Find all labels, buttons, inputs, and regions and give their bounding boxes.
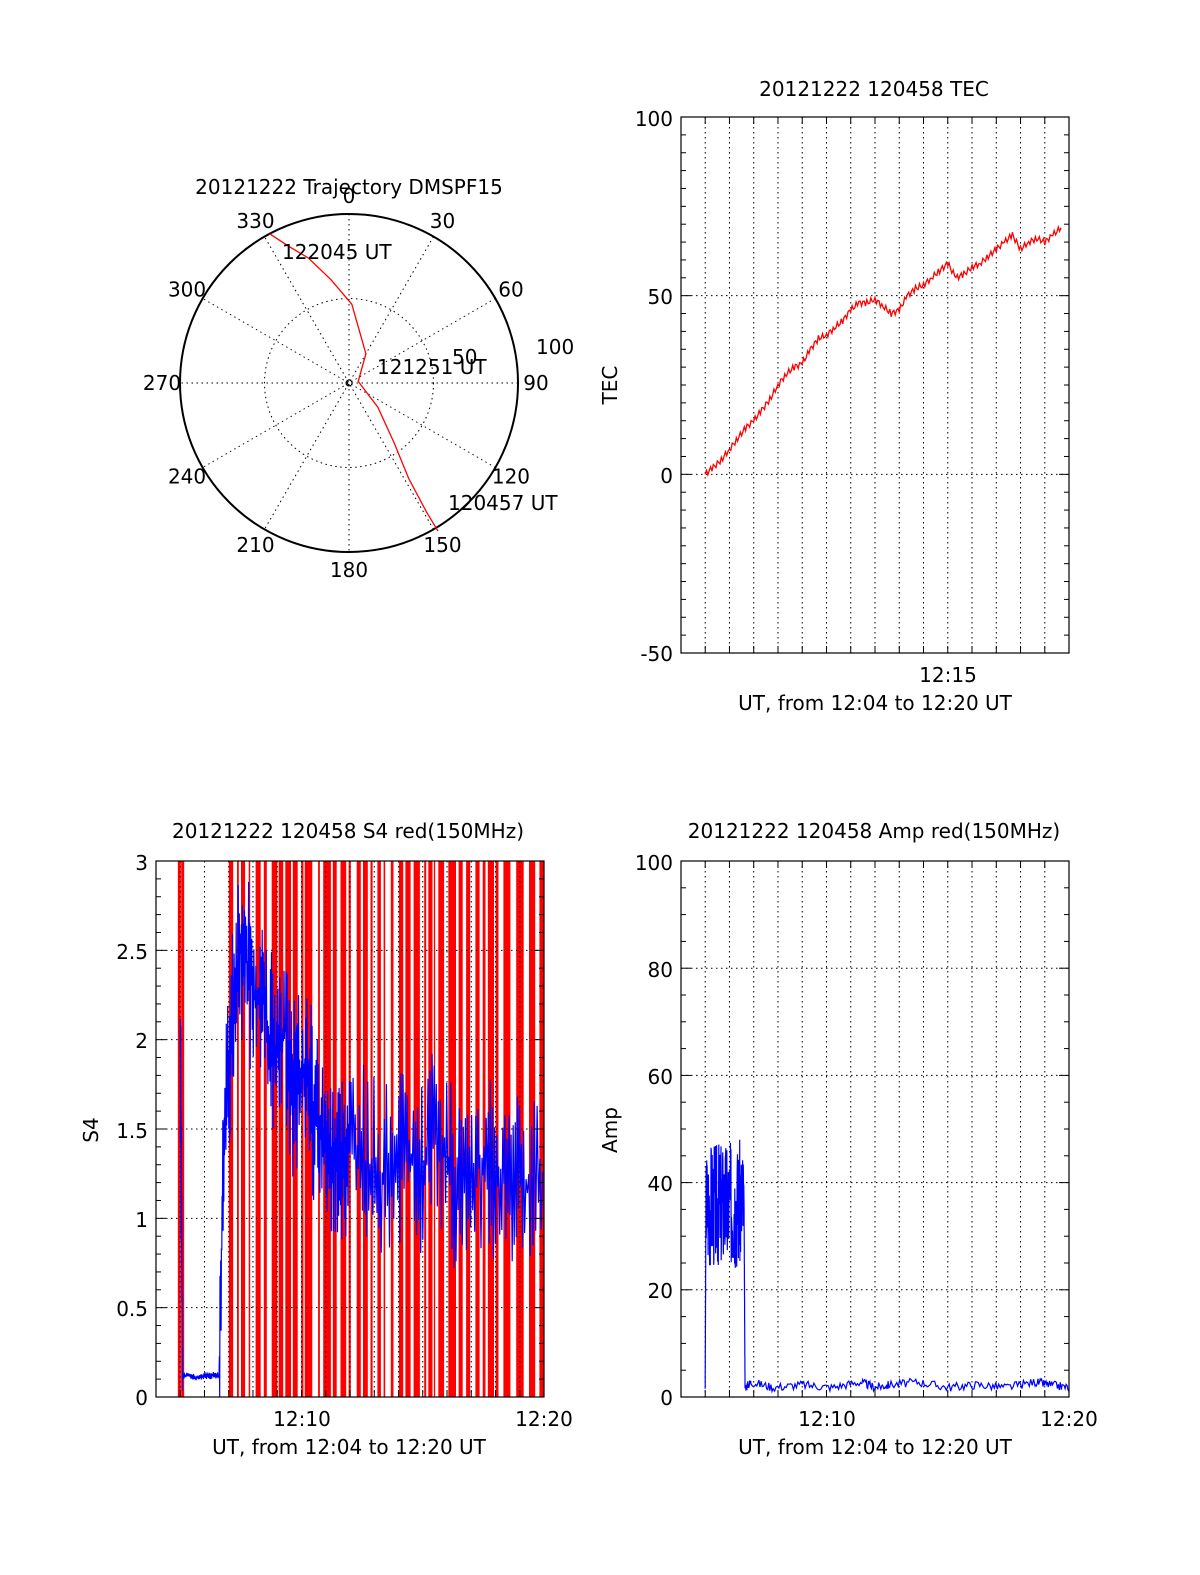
s4-ylabel: S4 bbox=[79, 1117, 103, 1142]
trajectory-label-start: 120457 UT bbox=[448, 491, 558, 515]
s4-ytick-1.5: 1.5 bbox=[116, 1119, 148, 1143]
tec-title: 20121222 120458 TEC bbox=[759, 77, 989, 101]
red-bar bbox=[278, 861, 284, 1397]
amp-ylabel: Amp bbox=[598, 1107, 622, 1153]
amp-ytick-80: 80 bbox=[648, 958, 673, 982]
amp-ytick-100: 100 bbox=[635, 851, 673, 875]
polar-azimuth-label: 0 bbox=[343, 184, 356, 208]
polar-azimuth-label: 300 bbox=[168, 278, 206, 302]
amp-ytick-0: 0 bbox=[660, 1386, 673, 1410]
polar-azimuth-label: 30 bbox=[430, 209, 455, 233]
red-bar bbox=[424, 861, 427, 1397]
s4-title: 20121222 120458 S4 red(150MHz) bbox=[172, 819, 524, 843]
red-bar bbox=[177, 861, 181, 1397]
polar-azimuth-label: 60 bbox=[498, 278, 523, 302]
trajectory-label-end: 122045 UT bbox=[282, 240, 392, 264]
amp-ytick-20: 20 bbox=[648, 1279, 673, 1303]
polar-azimuth-label: 150 bbox=[423, 533, 461, 557]
s4-xtick-1210: 12:10 bbox=[273, 1407, 331, 1431]
tec-ytick-0: 0 bbox=[660, 464, 673, 488]
polar-outer-label: 100 bbox=[536, 335, 574, 359]
red-bar bbox=[363, 861, 368, 1397]
tec-ytick-100: 100 bbox=[635, 107, 673, 131]
red-bar bbox=[285, 861, 291, 1397]
polar-spokes bbox=[180, 214, 518, 552]
polar-azimuth-labels: 0 30 60 90 120 150 180 210 240 270 300 330 bbox=[143, 184, 549, 582]
tec-ylabel: TEC bbox=[598, 366, 622, 406]
polar-spoke bbox=[264, 236, 434, 530]
red-bar bbox=[377, 861, 381, 1397]
s4-ytick-2: 2 bbox=[135, 1029, 148, 1053]
polar-title: 20121222 Trajectory DMSPF15 bbox=[195, 175, 503, 199]
tec-xlabel: UT, from 12:04 to 12:20 UT bbox=[738, 691, 1013, 715]
red-bar bbox=[241, 861, 246, 1397]
polar-azimuth-label: 270 bbox=[143, 371, 181, 395]
trajectory-line bbox=[269, 233, 439, 532]
polar-azimuth-label: 330 bbox=[236, 209, 274, 233]
red-bar bbox=[255, 861, 261, 1397]
polar-azimuth-label: 240 bbox=[168, 465, 206, 489]
red-bar bbox=[248, 861, 251, 1397]
red-bar bbox=[271, 861, 278, 1397]
polar-azimuth-label: 180 bbox=[330, 558, 368, 582]
red-bar bbox=[304, 861, 313, 1397]
red-bar bbox=[181, 861, 185, 1397]
tec-ytick-50: 50 bbox=[648, 285, 673, 309]
red-bar bbox=[263, 861, 267, 1397]
polar-radial-label: 50 bbox=[452, 345, 477, 369]
s4-xlabel: UT, from 12:04 to 12:20 UT bbox=[212, 1435, 487, 1459]
amp-title: 20121222 120458 Amp red(150MHz) bbox=[688, 819, 1060, 843]
tec-xtick-1215: 12:15 bbox=[919, 663, 977, 687]
s4-chart: 20121222 120458 S4 red(150MHz) 3 2.5 2 1… bbox=[79, 819, 573, 1459]
polar-azimuth-label: 210 bbox=[236, 533, 274, 557]
amp-ytick-60: 60 bbox=[648, 1065, 673, 1089]
amp-blue-series bbox=[704, 1139, 1070, 1394]
polar-trajectory-chart: 20121222 Trajectory DMSPF15 0 30 60 90 120 15… bbox=[143, 175, 574, 582]
polar-spoke bbox=[202, 298, 496, 468]
s4-ytick-1: 1 bbox=[135, 1208, 148, 1232]
amp-xlabel: UT, from 12:04 to 12:20 UT bbox=[738, 1435, 1013, 1459]
polar-center bbox=[345, 379, 353, 387]
amp-xtick-1220: 12:20 bbox=[1040, 1407, 1098, 1431]
polar-spoke bbox=[202, 298, 496, 468]
tec-ticks bbox=[681, 116, 1069, 654]
s4-ticks bbox=[156, 860, 544, 1398]
s4-xtick-1220: 12:20 bbox=[515, 1407, 573, 1431]
amp-chart: 20121222 120458 Amp red(150MHz) 100 80 6… bbox=[598, 819, 1098, 1459]
amp-xtick-1210: 12:10 bbox=[798, 1407, 856, 1431]
tec-grid bbox=[681, 117, 1069, 653]
trajectory-label-mid: 121251 UT bbox=[377, 355, 487, 379]
polar-inner-circle bbox=[264, 298, 434, 468]
polar-azimuth-label: 90 bbox=[523, 371, 548, 395]
tec-ytick-minus50: -50 bbox=[640, 642, 673, 666]
tec-series-line bbox=[704, 224, 1062, 477]
s4-ytick-2.5: 2.5 bbox=[116, 940, 148, 964]
s4-ytick-0.5: 0.5 bbox=[116, 1297, 148, 1321]
red-bar bbox=[482, 861, 486, 1397]
amp-ytick-40: 40 bbox=[648, 1172, 673, 1196]
s4-ytick-0: 0 bbox=[135, 1386, 148, 1410]
amp-ticks bbox=[681, 860, 1069, 1398]
polar-azimuth-label: 120 bbox=[492, 465, 530, 489]
red-bar bbox=[237, 861, 239, 1397]
polar-spoke bbox=[264, 236, 434, 530]
s4-ytick-3: 3 bbox=[135, 851, 148, 875]
s4-blue-series bbox=[179, 881, 544, 1398]
amp-grid bbox=[681, 861, 1069, 1397]
tec-chart: 20121222 120458 TEC 100 50 0 -50 12:15 U… bbox=[598, 77, 1070, 715]
